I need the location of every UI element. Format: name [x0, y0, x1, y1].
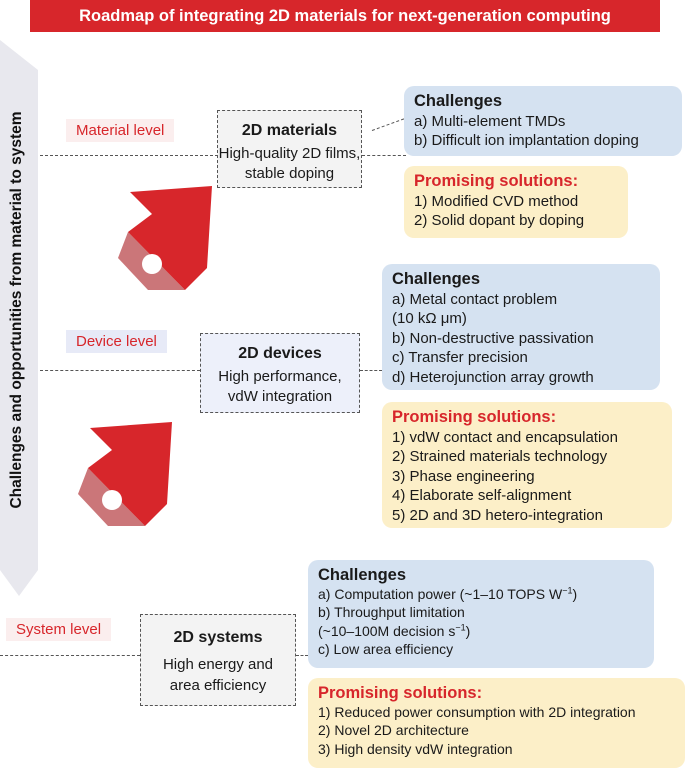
material-box-line-1: High-quality 2D films, [218, 145, 361, 162]
device-solution-5: 5) 2D and 3D hetero-integration [392, 506, 603, 524]
material-box-title: 2D materials [241, 122, 338, 139]
system-solution-1: 1) Reduced power consumption with 2D int… [318, 703, 636, 720]
title-banner: Roadmap of integrating 2D materials for … [30, 0, 660, 32]
system-level-line [0, 655, 140, 656]
material-connector [362, 155, 406, 156]
system-box-title: 2D systems [173, 629, 263, 646]
device-solution-1: 1) vdW contact and encapsulation [392, 428, 618, 446]
system-box: 2D systems High energy and area efficien… [140, 614, 296, 706]
device-level-label: Device level [66, 330, 167, 353]
material-solutions-title: Promising solutions: [414, 172, 579, 190]
device-solutions: Promising solutions: 1) vdW contact and … [382, 402, 672, 528]
material-challenges-title: Challenges [414, 92, 503, 110]
device-challenges: Challenges a) Metal contact problem (10 … [382, 264, 660, 390]
system-challenges-title: Challenges [318, 566, 407, 584]
device-challenges-title: Challenges [392, 270, 481, 288]
arrow-dot-1 [142, 254, 162, 274]
material-box: 2D materials High-quality 2D films, stab… [217, 110, 362, 188]
material-solution-1: 1) Modified CVD method [414, 192, 579, 210]
system-solution-3: 3) High density vdW integration [318, 740, 513, 757]
system-solutions: Promising solutions: 1) Reduced power co… [308, 678, 685, 768]
system-solutions-title: Promising solutions: [318, 684, 483, 702]
system-challenge-a: a) Computation power (~1–10 TOPS W−1) [318, 584, 578, 602]
device-level-line [40, 370, 200, 371]
material-level-label: Material level [66, 119, 175, 142]
device-box-title: 2D devices [238, 345, 322, 362]
system-connector [296, 655, 308, 656]
device-box-line-1: High performance, [218, 368, 342, 385]
material-challenges: Challenges a) Multi-element TMDs b) Diff… [404, 86, 682, 156]
system-box-line-2: area efficiency [169, 677, 267, 694]
device-solutions-title: Promising solutions: [392, 408, 557, 426]
device-solution-2: 2) Strained materials technology [392, 448, 608, 465]
device-challenge-c: c) Transfer precision [392, 349, 528, 366]
system-challenges: Challenges a) Computation power (~1–10 T… [308, 560, 654, 668]
red-arrow-device-to-system [78, 422, 172, 526]
device-solution-4: 4) Elaborate self-alignment [392, 487, 572, 504]
device-solution-3: 3) Phase engineering [392, 467, 535, 485]
material-level-line [40, 155, 218, 156]
material-challenge-b: b) Difficult ion implantation doping [414, 132, 639, 149]
red-arrow-material-to-device [118, 186, 212, 290]
device-challenge-d: d) Heterojunction array growth [392, 368, 594, 386]
material-box-line-2: stable doping [244, 165, 335, 182]
system-challenge-b-value: (~10–100M decision s−1) [318, 621, 471, 639]
system-challenge-b: b) Throughput limitation [318, 604, 465, 620]
material-solution-2: 2) Solid dopant by doping [414, 212, 585, 229]
device-challenge-b: b) Non-destructive passivation [392, 329, 594, 347]
system-box-line-1: High energy and [162, 656, 274, 673]
device-box: 2D devices High performance, vdW integra… [200, 333, 360, 413]
arrow-dot-2 [102, 490, 122, 510]
device-connector [360, 370, 382, 371]
material-challenge-a: a) Multi-element TMDs [414, 112, 566, 130]
device-challenge-a: a) Metal contact problem [392, 290, 558, 308]
axis-arrow [0, 40, 38, 596]
system-solution-2: 2) Novel 2D architecture [318, 722, 469, 738]
system-level-label: System level [6, 618, 112, 641]
device-box-line-2: vdW integration [227, 388, 333, 405]
system-challenge-c: c) Low area efficiency [318, 641, 454, 657]
material-solutions: Promising solutions: 1) Modified CVD met… [404, 166, 628, 238]
device-challenge-a-value: (10 kΩ μm) [392, 310, 467, 327]
